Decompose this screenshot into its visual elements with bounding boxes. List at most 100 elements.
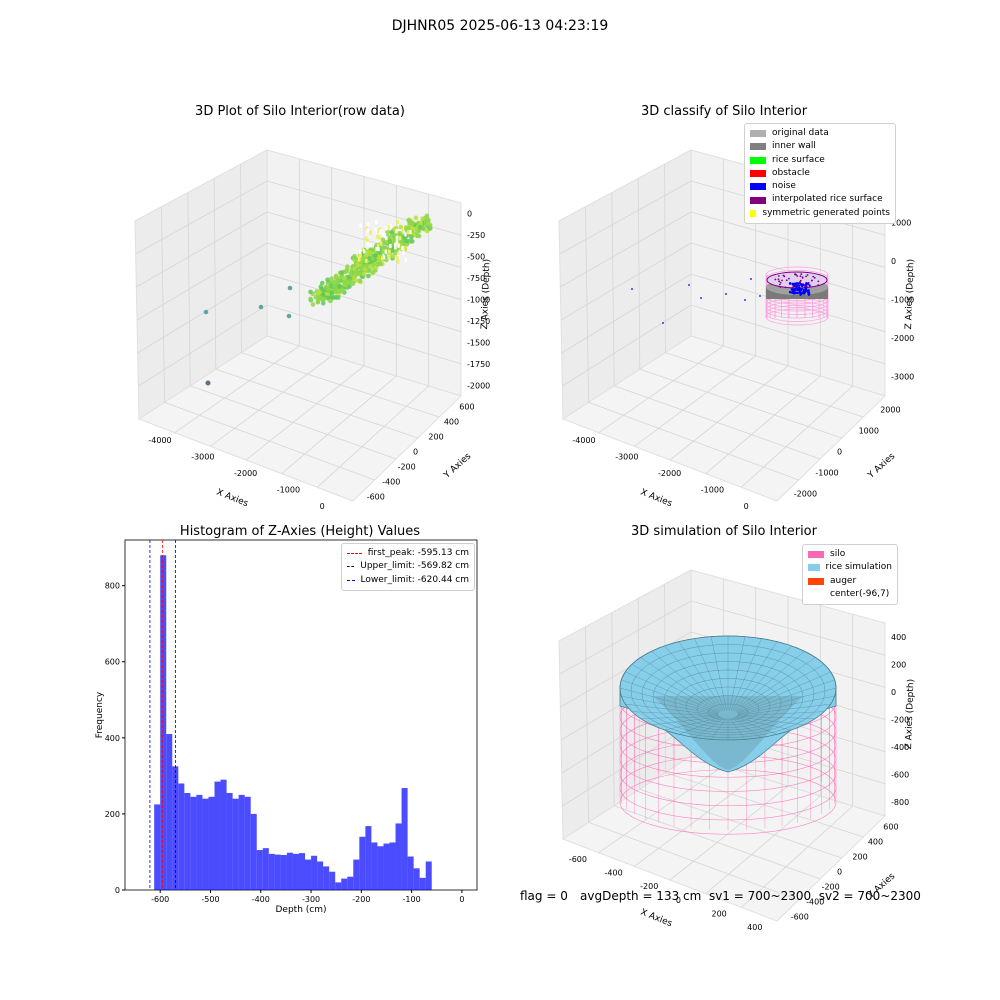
classify-legend-swatch [750, 170, 766, 177]
classify-legend-label: symmetric generated points [762, 207, 890, 220]
simulation-legend-swatch [808, 578, 824, 585]
classify-interpolated-point [781, 280, 783, 282]
raw-data-point [339, 270, 344, 275]
raw-data-point [370, 256, 375, 261]
classify-interpolated-point [786, 279, 788, 281]
raw-ytick-label: 600 [459, 403, 474, 412]
raw-data-point [364, 253, 369, 258]
classify-legend-label: noise [772, 180, 796, 193]
classify-legend-label: rice surface [772, 154, 825, 167]
classify-interpolated-point [778, 278, 780, 280]
classify-xtick-label: -2000 [658, 469, 681, 478]
raw-data-point [368, 250, 373, 255]
classify-noise-point [800, 283, 802, 285]
histogram-bar [402, 788, 408, 890]
raw-data-point [337, 284, 342, 289]
classify-interpolated-point [807, 274, 809, 276]
raw-data-point [363, 249, 366, 253]
histogram-bar [396, 823, 402, 890]
raw-ytick-label: -600 [367, 493, 385, 502]
classify-interpolated-point [800, 275, 802, 277]
raw-data-point [364, 263, 369, 268]
simulation-legend-swatch [808, 591, 824, 598]
raw-data-point [388, 250, 391, 254]
classify-interpolated-point [795, 286, 797, 288]
histogram-bar [305, 860, 311, 890]
histogram-bar [269, 854, 275, 890]
classify-ytick-label: 2000 [880, 406, 900, 415]
raw-data-point [410, 239, 415, 244]
simulation-legend-label: silo [830, 548, 845, 561]
raw-data-point [388, 239, 393, 244]
histogram-bar [323, 866, 329, 890]
classify-interpolated-point [806, 285, 808, 287]
raw-outlier-point [287, 314, 292, 319]
classify-legend-label: interpolated rice surface [772, 193, 883, 206]
classify-interpolated-point [817, 284, 819, 286]
raw-data-point [329, 284, 334, 289]
raw-data-point [352, 266, 357, 271]
classify-interpolated-point [788, 278, 790, 280]
histogram-bar [208, 797, 214, 890]
classify-interpolated-point [774, 279, 776, 281]
raw-ytick-label: 200 [428, 433, 443, 442]
raw-data-point [369, 243, 372, 247]
raw-data-point [405, 258, 408, 262]
raw-data-point [387, 255, 390, 259]
raw-data-point [359, 254, 362, 258]
classify-noise-point [791, 288, 793, 290]
histogram-bar [227, 793, 233, 890]
classify-interpolated-point [817, 281, 819, 283]
histogram-bar [299, 853, 305, 890]
raw-data-point [385, 236, 388, 240]
footer-stats: avgDepth = 133 cm sv1 = 700~2300 sv2 = 7… [580, 889, 921, 903]
classify-noise-point [744, 299, 746, 301]
histogram-bar [202, 799, 208, 890]
classify-noise-point [798, 287, 800, 289]
histogram-legend-label: Lower_limit: -620.44 cm [361, 574, 469, 587]
classify-noise-point [802, 291, 804, 293]
classify-ytick-label: -2000 [794, 490, 817, 499]
histogram-bar [341, 879, 347, 890]
histogram-bar [353, 860, 359, 890]
classify-noise-point [789, 282, 791, 284]
simulation-legend-swatch [808, 564, 820, 571]
raw-data-point [321, 301, 326, 306]
raw-data-point [385, 226, 388, 230]
raw-data-point [381, 256, 384, 260]
histogram-bar [408, 857, 414, 890]
simulation-ytick-label: 200 [852, 853, 867, 862]
histogram-bar [245, 797, 251, 890]
classify-interpolated-point [779, 286, 781, 288]
raw-ztick-label: 0 [467, 210, 472, 219]
classify-ytick-label: -1000 [815, 469, 838, 478]
raw-data-point [382, 232, 385, 236]
raw-xtick-label: -4000 [148, 436, 171, 445]
raw-data-point [397, 260, 400, 264]
raw-data-point [396, 236, 399, 240]
raw-data-point [407, 230, 410, 234]
raw-outlier-point [288, 286, 293, 291]
simulation-ytick-label: 0 [837, 868, 842, 877]
raw-data-point [399, 236, 402, 240]
classify-legend-label: obstacle [772, 167, 810, 180]
classify-legend-label: original data [772, 127, 829, 140]
simulation-ytick-label: 400 [868, 838, 883, 847]
histogram-ytick-label: 800 [105, 582, 120, 591]
histogram-legend-label: Upper_limit: -569.82 cm [360, 560, 469, 573]
raw-data-point [367, 242, 370, 246]
histogram-bar [190, 797, 196, 890]
raw-data-point [389, 230, 394, 235]
classify-legend: original data inner wall rice surface obsta… [744, 123, 896, 224]
raw-data-point [380, 242, 383, 246]
raw-data-point [318, 285, 323, 290]
histogram-bar [221, 780, 227, 890]
histogram-bar [335, 882, 341, 890]
histogram-legend-swatch [347, 553, 362, 554]
histogram-bar [420, 878, 426, 890]
histogram-bar [239, 795, 245, 890]
histogram-bar [178, 783, 184, 890]
histogram-bar [329, 872, 335, 890]
histogram-xtick-label: -600 [151, 895, 169, 904]
simulation-legend-swatch [808, 551, 824, 558]
